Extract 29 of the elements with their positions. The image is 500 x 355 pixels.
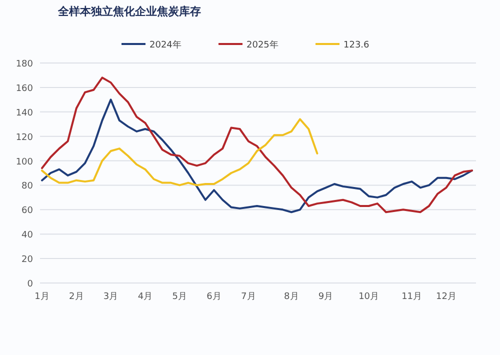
y-tick-label: 40 [22,230,34,241]
line-series [41,118,318,186]
y-tick-label: 60 [22,206,34,216]
y-tick-label: 80 [22,182,34,192]
y-tick-label: 160 [16,84,34,94]
line-series [41,98,473,214]
legend-label: 2024年 [150,40,182,50]
x-tick-label: 3月 [103,292,118,302]
x-tick-label: 5月 [172,292,187,302]
line-series [41,76,473,214]
x-tick-label: 6月 [206,292,222,302]
y-tick-label: 0 [27,280,34,290]
x-tick-label: 11月 [402,292,422,302]
y-tick-label: 100 [16,157,34,168]
chart-title: 全样本独立焦化企业焦炭库存 [57,5,201,18]
legend-label: 123.6 [344,40,370,50]
x-tick-label: 9月 [318,292,334,302]
x-tick-label: 10月 [358,292,380,302]
x-tick-label: 12月 [436,292,456,302]
y-tick-label: 20 [22,255,34,266]
x-tick-label: 1月 [34,292,50,302]
x-tick-label: 7月 [241,292,256,302]
x-tick-label: 8月 [284,292,299,302]
y-tick-label: 120 [16,132,34,143]
legend-label: 2025年 [246,40,278,50]
y-tick-label: 140 [16,108,34,118]
y-tick-label: 180 [16,60,34,70]
x-tick-label: 2月 [69,292,84,302]
x-tick-label: 4月 [138,292,153,302]
